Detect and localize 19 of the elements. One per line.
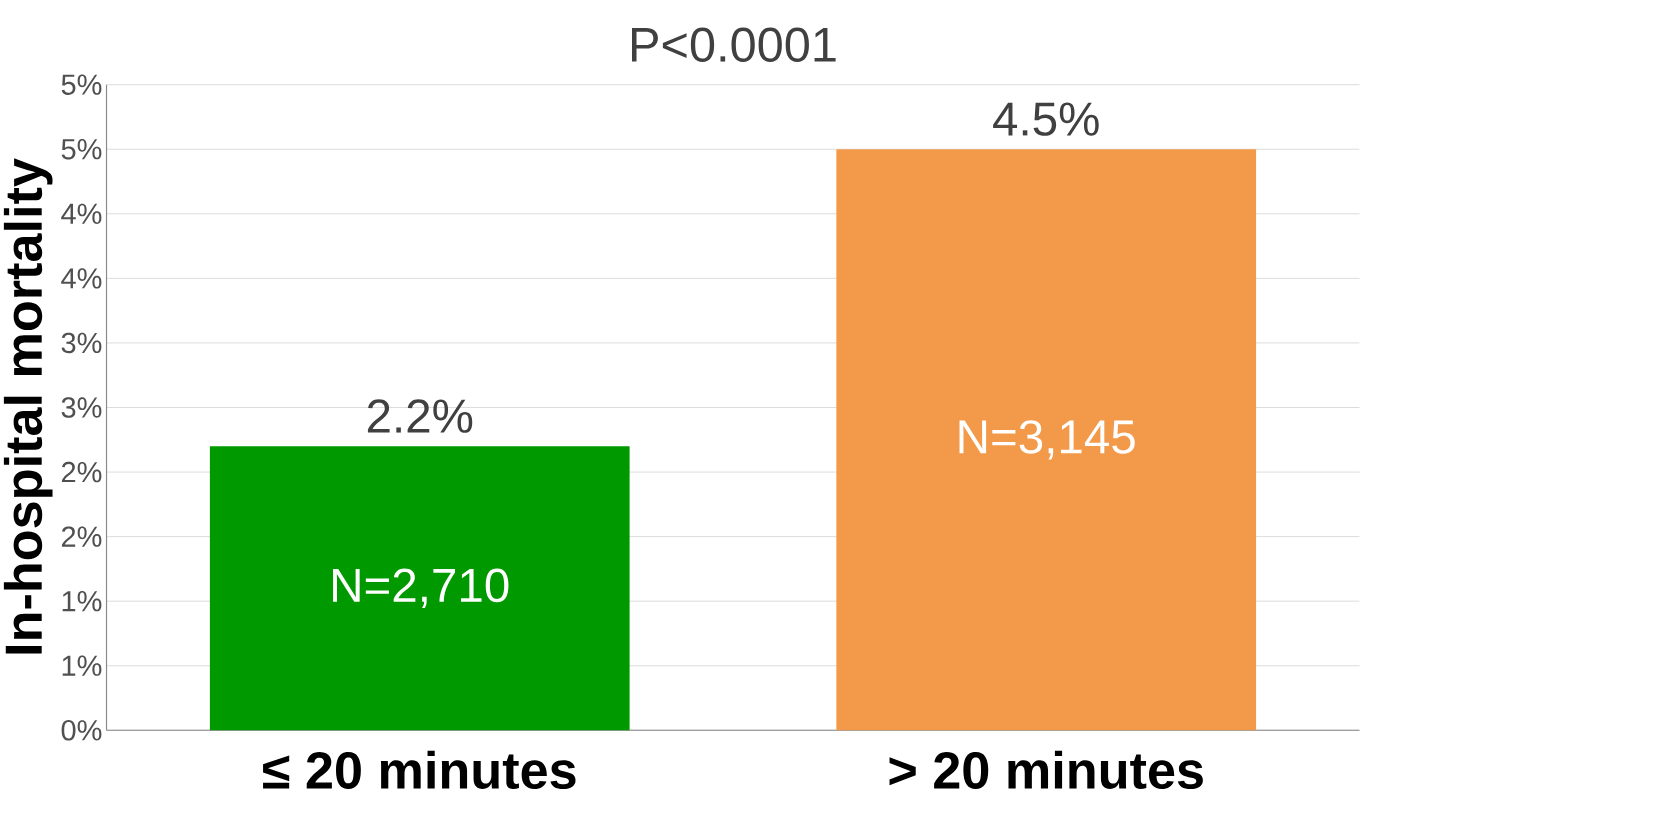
- y-tick-label: 3%: [61, 332, 102, 353]
- y-tick-label: 3%: [61, 396, 102, 418]
- data-label: 2.2%: [367, 399, 473, 433]
- y-tick-label: 2%: [61, 461, 102, 483]
- annotation: N=3,145: [959, 419, 1135, 460]
- y-tick-label: 5%: [61, 74, 102, 95]
- x-tick-label: ≤ 20 minutes: [263, 750, 576, 789]
- x-tick-label: > 20 minutes: [889, 750, 1203, 789]
- chart-title: P<0.0001: [631, 27, 836, 62]
- y-tick-label: 1%: [62, 655, 102, 676]
- y-axis-title: In-hospital mortality: [3, 158, 53, 654]
- y-tick-label: 1%: [62, 590, 102, 612]
- y-tick-label: 5%: [61, 138, 102, 160]
- y-tick-label: 0%: [61, 719, 102, 741]
- y-tick-label: 4%: [61, 203, 102, 224]
- annotation: N=2,710: [333, 568, 509, 608]
- data-label: 4.5%: [993, 102, 1099, 136]
- y-tick-label: 4%: [61, 267, 102, 289]
- y-tick-label: 2%: [61, 526, 102, 547]
